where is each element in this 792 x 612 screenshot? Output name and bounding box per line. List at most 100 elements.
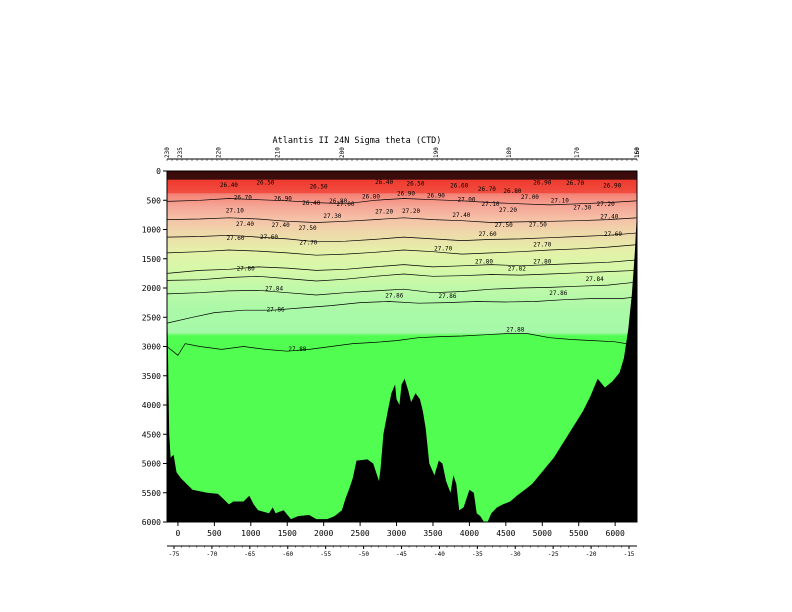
surface-dark-strip [167, 171, 637, 180]
isopycnal-lines [167, 198, 637, 356]
longitude-tick-label: -25 [548, 551, 559, 558]
longitude-tick-label: -35 [472, 551, 483, 558]
contour-label: 26.50 [406, 181, 424, 188]
plot-area: 26.40 26.50 26.50 26.40 26.50 26.60 26.70 26.80… [167, 171, 637, 522]
y-tick-label: 1000 [142, 226, 161, 235]
contour-label: 27.30 [323, 213, 341, 220]
contour-label: 27.30 [573, 205, 591, 212]
contour-label: 27.84 [265, 285, 283, 292]
station-tick-label: 150 [634, 147, 641, 158]
chart-title: Atlantis II 24N Sigma theta (CTD) [273, 136, 442, 146]
longitude-tick-label: -50 [358, 551, 369, 558]
contour-label: 27.70 [299, 240, 317, 247]
contour-label: 26.60 [450, 182, 468, 189]
x-tick-label: 3500 [423, 529, 442, 538]
bottom-topography [167, 171, 637, 522]
contour-label: 27.60 [479, 231, 497, 238]
contour-label: 26.90 [397, 191, 415, 198]
contour-label: 27.40 [272, 222, 290, 229]
contour-label: 27.20 [402, 208, 420, 215]
station-tick-label: 210 [274, 147, 281, 158]
contour-label: 27.50 [529, 222, 547, 229]
contour-label: 27.50 [299, 225, 317, 232]
x-tick-label: 1000 [241, 529, 260, 538]
station-tick-label: 235 [177, 147, 184, 158]
contour-label: 27.80 [533, 258, 551, 265]
isopycnal-27-8 [167, 259, 637, 274]
y-tick-label: 3000 [142, 343, 161, 352]
x-tick-label: 2000 [314, 529, 333, 538]
longitude-tick-label: -15 [624, 551, 635, 558]
station-tick-label: 220 [216, 147, 223, 158]
y-axis: 0 500 1000 1500 2000 2500 3000 3500 4000 4500 5000… [142, 167, 167, 527]
x-tick-label: 3000 [387, 529, 406, 538]
x-tick-label: 5500 [569, 529, 588, 538]
contour-label: 26.80 [329, 198, 347, 205]
longitude-tick-label: -45 [396, 551, 407, 558]
station-tick-label: 200 [339, 147, 346, 158]
contour-label: 26.90 [603, 182, 621, 189]
y-tick-label: 2000 [142, 284, 161, 293]
x-tick-label: 0 [176, 529, 181, 538]
contour-label: 26.80 [362, 194, 380, 201]
y-tick-label: 5000 [142, 460, 161, 469]
contour-label: 27.60 [604, 231, 622, 238]
isopycnal-27-7 [167, 244, 637, 256]
contour-label: 27.88 [506, 326, 524, 333]
contour-label: 26.90 [427, 192, 445, 199]
contour-label: 26.40 [220, 182, 238, 189]
contour-label: 27.40 [452, 212, 470, 219]
contour-label: 27.40 [600, 213, 618, 220]
contour-label: 27.20 [597, 201, 615, 208]
x-axis-longitude: -75 -70 -65 -60 -55 -50 -45 -40 -35 -30 -25 -20 -15 [167, 545, 637, 558]
longitude-tick-label: -65 [244, 551, 255, 558]
contour-label: 26.40 [302, 200, 320, 207]
contour-label: 26.50 [256, 180, 274, 187]
contour-label: 26.90 [533, 180, 551, 187]
x-tick-label: 6000 [606, 529, 625, 538]
contour-label: 26.70 [566, 180, 584, 187]
contour-label: 26.90 [274, 195, 292, 202]
contour-label: 27.80 [237, 265, 255, 272]
contour-label: 27.86 [267, 306, 285, 313]
contour-label: 26.50 [310, 184, 328, 191]
contour-label: 27.88 [288, 346, 306, 353]
contour-label: 27.10 [226, 208, 244, 215]
contour-label: 27.20 [499, 207, 517, 214]
surface-layer-band [167, 171, 637, 194]
contour-labels: 26.40 26.50 26.50 26.40 26.50 26.60 26.70 26.80… [220, 179, 623, 353]
y-tick-label: 5500 [142, 489, 161, 498]
station-tick-label: 180 [506, 147, 513, 158]
longitude-tick-label: -20 [586, 551, 597, 558]
contour-label: 27.00 [521, 194, 539, 201]
isopycnal-27-84 [167, 281, 637, 296]
contour-label: 27.80 [475, 258, 493, 265]
contour-label: 27.60 [260, 234, 278, 241]
contour-label: 26.70 [478, 186, 496, 193]
isopycnal-27-4 [167, 217, 637, 223]
y-tick-label: 6000 [142, 518, 161, 527]
x-tick-label: 5000 [533, 529, 552, 538]
station-tick-label: 190 [433, 147, 440, 158]
contour-label: 26.70 [234, 195, 252, 202]
y-tick-label: 1500 [142, 255, 161, 264]
y-tick-label: 4000 [142, 401, 161, 410]
longitude-tick-label: -40 [434, 551, 445, 558]
x-tick-label: 4000 [460, 529, 479, 538]
contour-label: 27.86 [438, 293, 456, 300]
contour-label: 27.00 [457, 196, 475, 203]
isopycnal-27-82 [167, 270, 637, 282]
contour-label: 27.50 [495, 222, 513, 229]
y-tick-label: 4500 [142, 430, 161, 439]
x-tick-label: 1500 [278, 529, 297, 538]
x-tick-label: 4500 [496, 529, 515, 538]
station-tick-label: 230 [164, 147, 171, 158]
contour-label: 27.10 [551, 198, 569, 205]
longitude-tick-label: -55 [320, 551, 331, 558]
longitude-tick-label: -30 [510, 551, 521, 558]
y-tick-label: 2500 [142, 313, 161, 322]
isopycnal-27-88 [167, 333, 627, 356]
contour-label: 27.82 [508, 265, 526, 272]
